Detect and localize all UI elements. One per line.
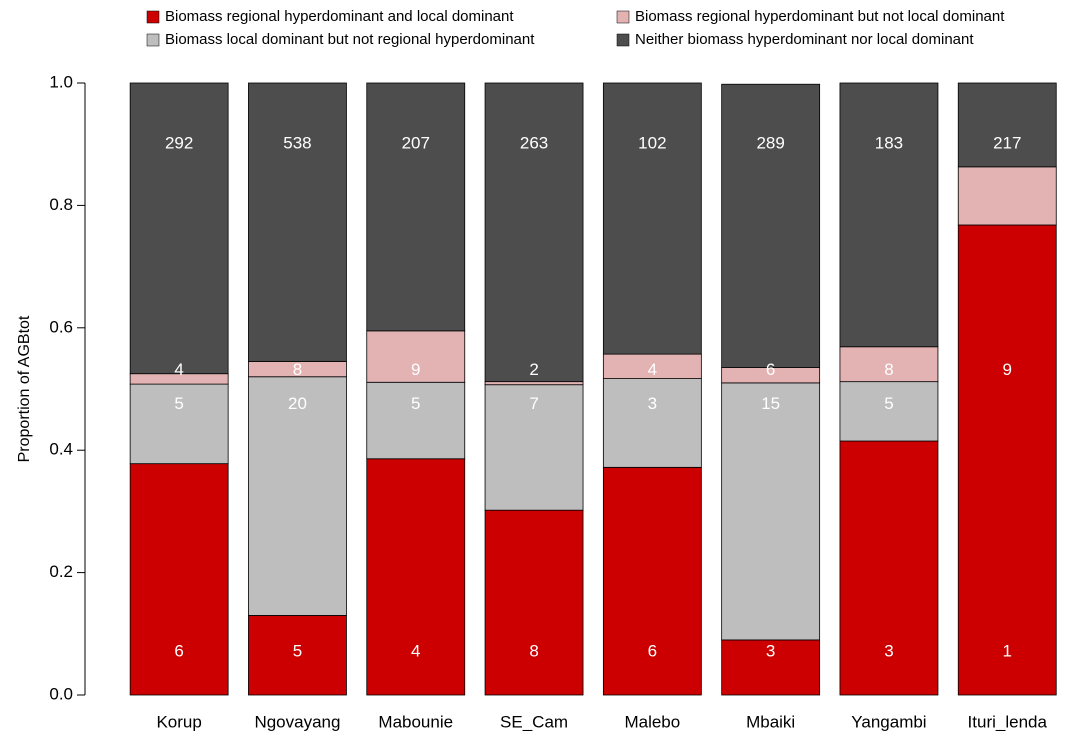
x-tick-label: Ngovayang bbox=[254, 712, 340, 731]
bar-segment bbox=[129, 383, 229, 465]
bar-segment bbox=[957, 224, 1057, 696]
count-label: 5 bbox=[293, 642, 302, 661]
count-label: 5 bbox=[884, 394, 893, 413]
bar-segment bbox=[721, 639, 821, 696]
count-label: 9 bbox=[1003, 360, 1012, 379]
count-label: 289 bbox=[756, 134, 784, 153]
bar-segment bbox=[484, 82, 584, 383]
count-label: 538 bbox=[283, 134, 311, 153]
legend-label: Biomass regional hyperdominant but not l… bbox=[635, 8, 1005, 25]
count-label: 8 bbox=[884, 360, 893, 379]
count-label: 3 bbox=[766, 642, 775, 661]
count-label: 217 bbox=[993, 134, 1021, 153]
bar-segment bbox=[248, 615, 347, 696]
x-tick-label: Ituri_lenda bbox=[968, 712, 1048, 731]
bar-segment bbox=[839, 346, 939, 383]
bar-segment bbox=[248, 376, 347, 616]
y-axis-label: Proportion of AGBtot bbox=[16, 315, 33, 462]
y-tick-label: 0.2 bbox=[49, 562, 73, 581]
bar-segment bbox=[721, 382, 821, 641]
count-label: 6 bbox=[648, 642, 657, 661]
bar-segment bbox=[839, 82, 939, 348]
bar-segment bbox=[366, 330, 466, 383]
count-label: 207 bbox=[402, 134, 430, 153]
x-tick-label: Korup bbox=[156, 712, 201, 731]
bar-segment bbox=[484, 384, 584, 511]
y-tick-label: 0.6 bbox=[49, 317, 73, 336]
count-label: 6 bbox=[766, 360, 775, 379]
count-label: 263 bbox=[520, 134, 548, 153]
legend-swatch bbox=[616, 10, 630, 24]
count-label: 8 bbox=[529, 642, 538, 661]
y-tick-label: 0.0 bbox=[49, 684, 73, 703]
bar-segment bbox=[129, 82, 229, 375]
y-tick-label: 1.0 bbox=[49, 72, 73, 91]
bar-segment bbox=[366, 458, 466, 696]
x-tick-label: Mbaiki bbox=[746, 712, 795, 731]
count-label: 1 bbox=[1003, 642, 1012, 661]
count-label: 6 bbox=[174, 642, 183, 661]
count-label: 2 bbox=[529, 360, 538, 379]
count-label: 183 bbox=[875, 134, 903, 153]
count-label: 20 bbox=[288, 394, 307, 413]
bar-segment bbox=[602, 82, 702, 355]
bar-segment bbox=[129, 463, 229, 696]
legend-swatch bbox=[146, 33, 160, 47]
count-label: 8 bbox=[293, 360, 302, 379]
count-label: 7 bbox=[529, 394, 538, 413]
bar-segment bbox=[957, 166, 1057, 226]
count-label: 5 bbox=[411, 394, 420, 413]
count-label: 15 bbox=[761, 394, 780, 413]
count-label: 4 bbox=[411, 642, 420, 661]
count-label: 3 bbox=[884, 642, 893, 661]
legend-swatch bbox=[146, 10, 160, 24]
bar-segment bbox=[484, 381, 584, 386]
bar-segment bbox=[602, 378, 702, 468]
count-label: 9 bbox=[411, 360, 420, 379]
bar-segment bbox=[602, 353, 702, 379]
bar-segment bbox=[366, 381, 466, 460]
count-label: 292 bbox=[165, 134, 193, 153]
x-tick-label: Malebo bbox=[624, 712, 680, 731]
x-tick-label: SE_Cam bbox=[500, 712, 568, 731]
x-tick-label: Yangambi bbox=[851, 712, 926, 731]
y-tick-label: 0.8 bbox=[49, 195, 73, 214]
count-label: 102 bbox=[638, 134, 666, 153]
bar-segment bbox=[366, 82, 466, 332]
count-label: 3 bbox=[648, 394, 657, 413]
y-tick-label: 0.4 bbox=[49, 440, 73, 459]
x-tick-label: Mabounie bbox=[378, 712, 453, 731]
count-label: 4 bbox=[174, 360, 183, 379]
bar-segment bbox=[484, 509, 584, 696]
bar-segment bbox=[721, 83, 821, 368]
legend-swatch bbox=[616, 33, 630, 47]
legend-label: Biomass regional hyperdominant and local… bbox=[165, 8, 514, 25]
legend-label: Neither biomass hyperdominant nor local … bbox=[635, 31, 974, 48]
bar-segment bbox=[957, 82, 1057, 168]
legend-label: Biomass local dominant but not regional … bbox=[165, 31, 535, 48]
bar-segment bbox=[248, 82, 347, 362]
bar-segment bbox=[839, 381, 939, 442]
count-label: 5 bbox=[174, 394, 183, 413]
count-label: 4 bbox=[648, 360, 657, 379]
bar-segment bbox=[602, 466, 702, 696]
bar-segment bbox=[839, 440, 939, 696]
